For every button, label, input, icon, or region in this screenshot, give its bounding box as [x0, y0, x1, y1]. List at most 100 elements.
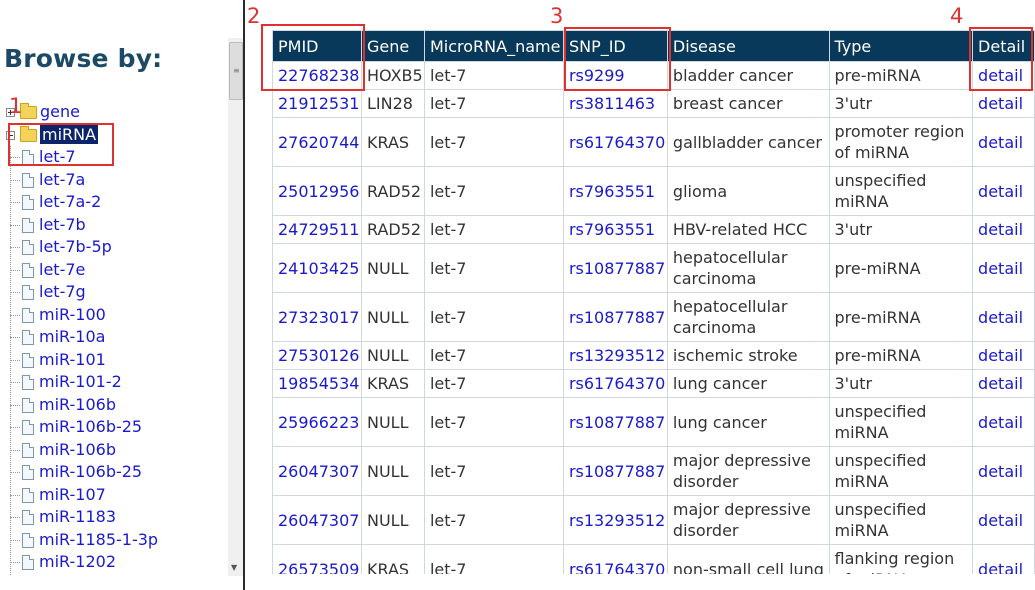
detail-link[interactable]: detail	[972, 369, 1035, 398]
snp-id-cell[interactable]: rs13293512	[562, 341, 668, 370]
pmid-cell[interactable]: 27620744	[272, 117, 362, 167]
detail-link[interactable]: detail	[972, 117, 1035, 167]
tree-label[interactable]: miR-106b-25	[39, 417, 143, 436]
tree-folder-gene[interactable]: gene	[6, 101, 80, 123]
snp-id-cell[interactable]: rs61764370	[562, 369, 668, 398]
tree-label[interactable]: let-7e	[39, 259, 86, 279]
tree-item-mir-1183[interactable]: miR-1183	[6, 506, 116, 528]
tree-label[interactable]: miR-1183	[39, 507, 116, 526]
tree-connector	[10, 382, 20, 383]
tree-item-mir-107[interactable]: miR-107	[6, 484, 106, 506]
pmid-cell[interactable]: 26047307	[272, 495, 362, 545]
tree-label[interactable]: let-7g	[39, 282, 86, 301]
pmid-cell[interactable]: 25966223	[272, 397, 362, 447]
detail-link[interactable]: detail	[972, 61, 1035, 90]
header-gene[interactable]: Gene	[360, 30, 425, 62]
tree-item-let-7e[interactable]: let-7e	[6, 259, 85, 281]
detail-link[interactable]: detail	[972, 89, 1035, 118]
detail-link[interactable]: detail	[972, 166, 1035, 216]
pmid-cell[interactable]: 26047307	[272, 446, 362, 496]
gene-cell: NULL	[360, 397, 425, 447]
snp-id-cell[interactable]: rs9299	[562, 61, 668, 90]
tree-label[interactable]: miRNA	[40, 124, 99, 144]
header-detail[interactable]: Detail	[972, 30, 1035, 62]
snp-id-cell[interactable]: rs7963551	[562, 166, 668, 216]
header-snp-id[interactable]: SNP_ID	[562, 30, 668, 62]
snp-id-cell[interactable]: rs10877887	[562, 397, 668, 447]
tree-vertical-connector	[10, 146, 11, 575]
detail-link[interactable]: detail	[972, 397, 1035, 447]
collapse-icon[interactable]	[6, 130, 15, 140]
tree-item-mir-10a[interactable]: miR-10a	[6, 326, 105, 348]
tree-label[interactable]: let-7b-5p	[39, 237, 112, 256]
snp-id-cell[interactable]: rs10877887	[562, 446, 668, 496]
snp-id-cell[interactable]: rs13293512	[562, 495, 668, 545]
tree-label[interactable]: let-7b	[39, 214, 86, 234]
tree-item-mir-106b[interactable]: miR-106b	[6, 394, 116, 416]
table-row: 24729511 RAD52 let-7 rs7963551 HBV-related H…	[272, 215, 1035, 244]
header-type[interactable]: Type	[828, 30, 974, 62]
detail-link[interactable]: detail	[972, 341, 1035, 370]
pmid-cell[interactable]: 25012956	[272, 166, 362, 216]
snp-id-cell[interactable]: rs3811463	[562, 89, 668, 118]
tree-label[interactable]: miR-1202	[39, 552, 116, 571]
snp-id-cell[interactable]: rs7963551	[562, 215, 668, 244]
scroll-down-arrow-icon[interactable]: ▼	[231, 563, 238, 572]
tree-label[interactable]: gene	[40, 102, 80, 121]
pmid-cell[interactable]: 27323017	[272, 292, 362, 342]
tree-label[interactable]: let-7a-2	[39, 192, 102, 211]
sidebar-scrollbar[interactable]: ≡ ▼	[228, 38, 243, 576]
snp-id-cell[interactable]: rs10877887	[562, 292, 668, 342]
scrollbar-thumb[interactable]: ≡	[229, 42, 243, 100]
tree-item-mir-101-2[interactable]: miR-101-2	[6, 371, 122, 393]
pmid-cell[interactable]: 26573509	[272, 544, 362, 574]
pmid-cell[interactable]: 24103425	[272, 243, 362, 293]
tree-item-mir-106b-25[interactable]: miR-106b-25	[6, 461, 142, 483]
tree-label[interactable]: miR-101	[39, 349, 106, 369]
tree-label[interactable]: let-7	[39, 147, 76, 166]
detail-link[interactable]: detail	[972, 544, 1035, 574]
pmid-cell[interactable]: 22768238	[272, 61, 362, 90]
tree-item-mir-106b[interactable]: miR-106b	[6, 439, 116, 461]
category-tree: gene miRNA let-7 let-7a let-7a-2 let-7b let-7b…	[6, 101, 228, 575]
header-microrna-name[interactable]: MicroRNA_name	[423, 30, 564, 62]
tree-item-mir-1185-1-3p[interactable]: miR-1185-1-3p	[6, 529, 158, 551]
expand-icon[interactable]	[6, 108, 15, 117]
pmid-cell[interactable]: 24729511	[272, 215, 362, 244]
tree-item-let-7g[interactable]: let-7g	[6, 281, 86, 303]
detail-link[interactable]: detail	[972, 446, 1035, 496]
detail-link[interactable]: detail	[972, 243, 1035, 293]
tree-item-let-7[interactable]: let-7	[6, 146, 76, 168]
snp-id-cell[interactable]: rs61764370	[562, 117, 668, 167]
detail-link[interactable]: detail	[972, 215, 1035, 244]
tree-label[interactable]: miR-106b-25	[39, 462, 143, 481]
tree-item-mir-106b-25[interactable]: miR-106b-25	[6, 416, 142, 438]
tree-item-let-7b[interactable]: let-7b	[6, 214, 86, 236]
tree-item-let-7b-5p[interactable]: let-7b-5p	[6, 236, 112, 258]
tree-label[interactable]: miR-100	[39, 304, 106, 324]
tree-label[interactable]: miR-101-2	[39, 372, 122, 391]
tree-item-mir-101[interactable]: miR-101	[6, 349, 106, 371]
tree-label[interactable]: miR-106b	[39, 394, 116, 414]
microrna-name-cell: let-7	[423, 243, 564, 293]
snp-id-cell[interactable]: rs10877887	[562, 243, 668, 293]
results-table-container[interactable]: PMID Gene MicroRNA_name SNP_ID Disease T…	[272, 30, 1035, 574]
tree-label[interactable]: let-7a	[39, 169, 86, 189]
tree-label[interactable]: miR-107	[39, 484, 106, 504]
pmid-cell[interactable]: 27530126	[272, 341, 362, 370]
header-pmid[interactable]: PMID	[272, 30, 362, 62]
tree-item-mir-100[interactable]: miR-100	[6, 304, 106, 326]
snp-id-cell[interactable]: rs61764370	[562, 544, 668, 574]
header-disease[interactable]: Disease	[666, 30, 830, 62]
pmid-cell[interactable]: 21912531	[272, 89, 362, 118]
tree-item-let-7a-2[interactable]: let-7a-2	[6, 191, 101, 213]
tree-label[interactable]: miR-106b	[39, 439, 116, 459]
tree-item-mir-1202[interactable]: miR-1202	[6, 551, 116, 573]
detail-link[interactable]: detail	[972, 495, 1035, 545]
pmid-cell[interactable]: 19854534	[272, 369, 362, 398]
detail-link[interactable]: detail	[972, 292, 1035, 342]
tree-item-let-7a[interactable]: let-7a	[6, 169, 85, 191]
tree-label[interactable]: miR-1185-1-3p	[39, 529, 159, 549]
tree-folder-mirna[interactable]: miRNA	[6, 124, 99, 146]
tree-label[interactable]: miR-10a	[39, 327, 106, 346]
